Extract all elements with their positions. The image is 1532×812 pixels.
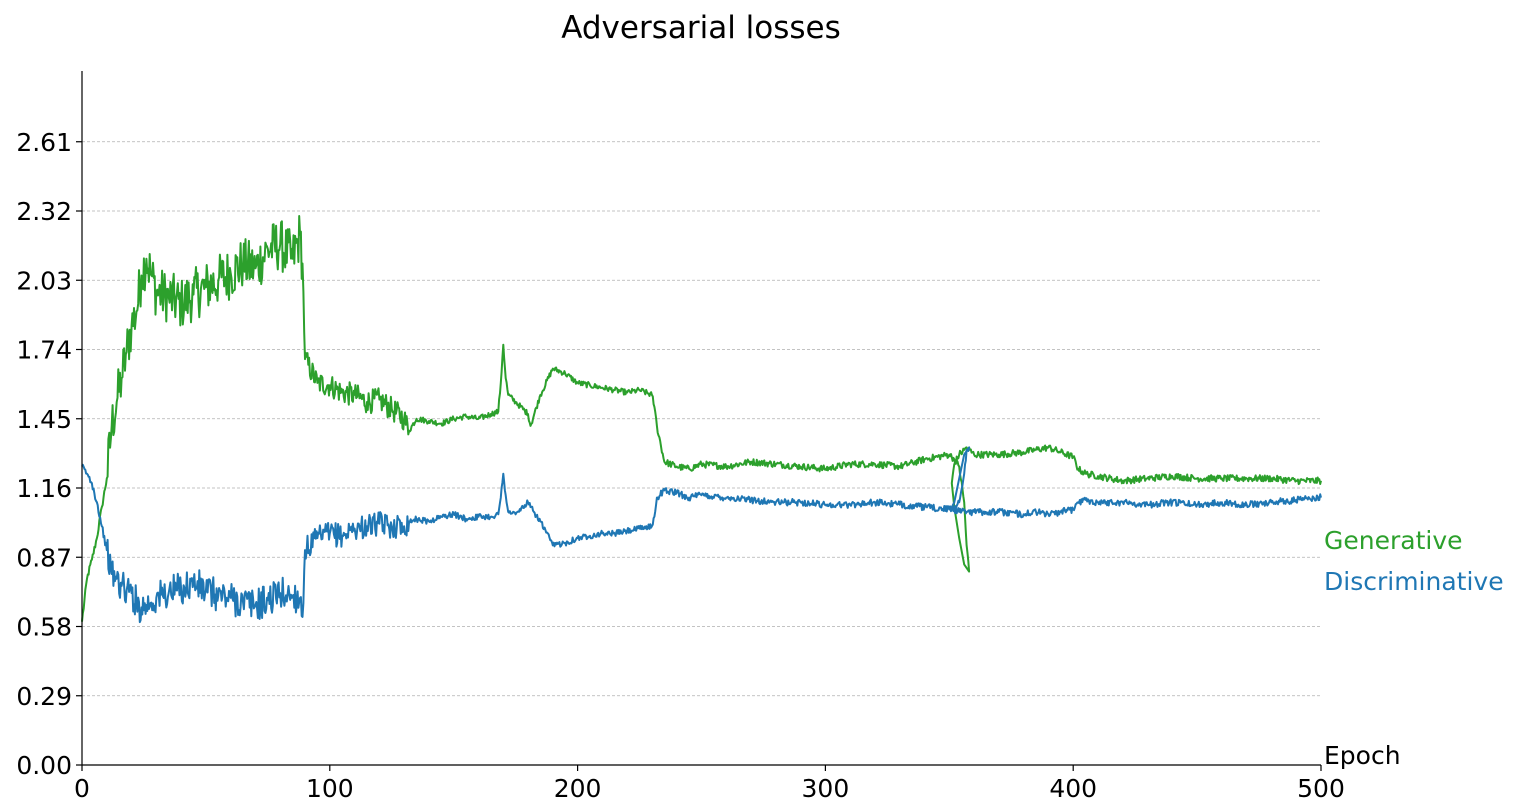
y-tick-label: 1.74 <box>16 336 72 365</box>
series-line-generative <box>81 215 1322 622</box>
y-tick-labels: 0.00 0.29 0.58 0.87 1.16 1.45 1.74 2.03 2.32 2.61 <box>16 128 82 780</box>
x-tick-label: 300 <box>802 774 850 803</box>
y-tick-label: 0.87 <box>16 543 72 572</box>
x-tick-labels: 0 100 200 300 400 500 <box>74 765 1345 803</box>
chart-title: Adversarial losses <box>561 10 841 46</box>
y-tick-label: 0.29 <box>16 682 72 711</box>
x-tick-label: 400 <box>1049 774 1097 803</box>
x-tick-label: 0 <box>74 774 90 803</box>
series-lines <box>81 215 1322 624</box>
y-tick-label: 2.32 <box>16 197 72 226</box>
legend-label-generative: Generative <box>1324 526 1463 555</box>
x-axis-label: Epoch <box>1324 741 1401 770</box>
series-line-discriminative <box>81 446 1322 624</box>
x-tick-label: 100 <box>306 774 354 803</box>
y-tick-label: 0.00 <box>16 751 72 780</box>
y-tick-label: 1.45 <box>16 405 72 434</box>
y-tick-label: 1.16 <box>16 474 72 503</box>
x-tick-label: 200 <box>554 774 602 803</box>
y-tick-label: 2.61 <box>16 128 72 157</box>
y-tick-label: 0.58 <box>16 613 72 642</box>
grid-lines <box>82 141 1321 697</box>
legend-label-discriminative: Discriminative <box>1324 567 1504 596</box>
x-tick-label: 500 <box>1297 774 1345 803</box>
y-tick-label: 2.03 <box>16 266 72 295</box>
